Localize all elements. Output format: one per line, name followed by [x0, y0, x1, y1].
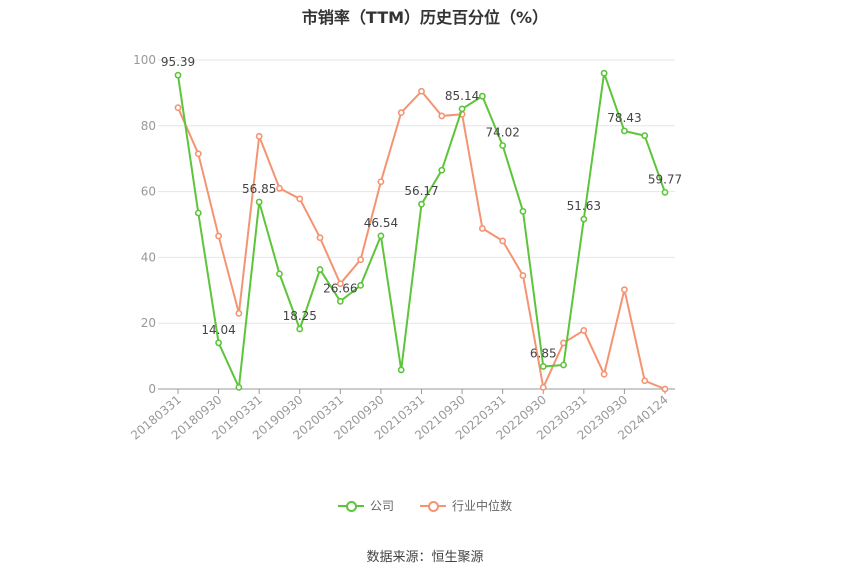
company-point	[519, 207, 527, 215]
company-point	[539, 363, 547, 370]
company-data-label: 56.85	[242, 182, 276, 196]
industry-median-point	[519, 272, 527, 279]
y-tick-label: 100	[133, 53, 156, 67]
company-point	[478, 92, 486, 100]
y-tick-label: 20	[141, 316, 156, 330]
company-point	[661, 188, 669, 196]
industry-median-point	[357, 256, 365, 264]
company-point	[255, 198, 263, 206]
company-point	[215, 339, 222, 347]
industry-median-point	[215, 232, 222, 240]
company-data-label: 56.17	[404, 184, 438, 198]
industry-median-point	[661, 385, 669, 393]
industry-median-point	[641, 377, 649, 385]
legend-company-marker-icon	[337, 500, 364, 512]
industry-median-point	[600, 370, 608, 378]
industry-median-point	[255, 132, 263, 140]
industry-median-point	[194, 150, 202, 158]
company-point	[316, 266, 324, 273]
company-point	[458, 105, 466, 113]
legend-company-label: 公司	[369, 499, 394, 513]
y-tick-label: 0	[148, 382, 156, 396]
company-point	[580, 215, 588, 223]
company-data-label: 74.02	[485, 125, 519, 139]
industry-median-point	[539, 383, 547, 391]
legend-industry-marker-icon	[420, 500, 446, 512]
industry-median-point	[418, 87, 425, 95]
company-data-label: 14.04	[201, 323, 235, 337]
industry-median-point	[377, 178, 385, 186]
industry-median-point	[174, 104, 182, 112]
series-layer	[174, 69, 669, 393]
company-point	[560, 361, 567, 369]
industry-median-point	[478, 225, 486, 232]
company-point	[174, 71, 182, 79]
company-point	[377, 232, 385, 240]
chart-title: 市销率（TTM）历史百分位（%）	[301, 8, 549, 27]
company-data-label: 59.77	[648, 172, 682, 186]
grid-lines	[158, 59, 675, 324]
company-point	[418, 200, 425, 208]
y-axis: 0 20 40 60 80 100	[133, 53, 156, 396]
company-point	[621, 127, 628, 135]
company-point	[600, 69, 608, 77]
company-point	[194, 209, 202, 217]
y-tick-label: 80	[141, 119, 156, 133]
company-data-label: 18.25	[283, 309, 317, 323]
company-point	[397, 366, 405, 374]
company-series-line	[177, 72, 666, 392]
company-data-label: 6.85	[530, 346, 557, 360]
industry-median-point	[276, 184, 283, 192]
industry-median-series-line	[177, 89, 666, 391]
industry-median-point	[235, 309, 243, 317]
data-source: 数据来源：恒生聚源	[366, 550, 484, 565]
line-chart: 0 20 40 60 80 100 201803312018093020190331201…	[128, 53, 682, 443]
industry-median-point	[336, 280, 344, 288]
legend-item-industry-median[interactable]: 行业中位数	[420, 497, 512, 514]
y-tick-label: 60	[141, 185, 156, 199]
legend-item-company[interactable]: 公司	[337, 497, 394, 514]
industry-median-point	[580, 327, 588, 334]
company-data-label: 46.54	[364, 216, 398, 230]
legend: 公司 行业中位数	[0, 497, 850, 514]
company-point	[235, 383, 243, 391]
legend-industry-label: 行业中位数	[452, 499, 513, 513]
industry-median-point	[296, 195, 304, 203]
company-data-label: 85.14	[445, 89, 479, 103]
company-point	[357, 281, 365, 289]
industry-median-point	[499, 237, 507, 245]
company-point	[499, 142, 507, 149]
company-point	[296, 325, 304, 333]
industry-median-point	[397, 109, 405, 117]
industry-median-point	[438, 112, 446, 120]
industry-median-point	[621, 286, 628, 294]
company-point	[276, 270, 283, 278]
company-data-label: 78.43	[607, 111, 641, 125]
industry-median-point	[316, 234, 324, 242]
company-data-label: 51.63	[567, 199, 601, 213]
data-labels: 95.39 14.04 56.85 18.25 26.66 46.54 56.17 85.14…	[161, 55, 682, 360]
y-tick-label: 40	[141, 250, 156, 264]
company-point	[641, 132, 649, 140]
company-data-label: 26.66	[323, 281, 357, 295]
company-point	[336, 297, 344, 305]
x-axis: 2018033120180930201903312019093020200331…	[128, 388, 675, 443]
company-point	[438, 166, 446, 174]
company-data-label: 95.39	[161, 55, 195, 69]
